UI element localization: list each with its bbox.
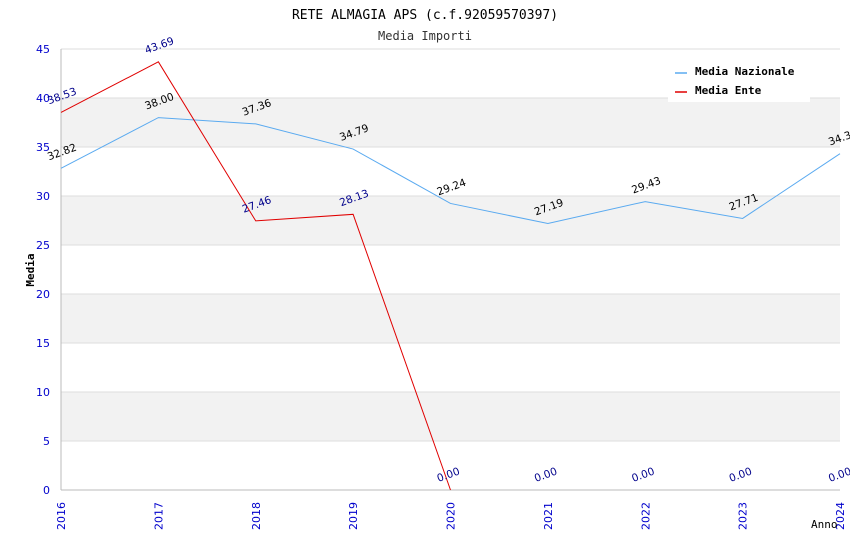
x-tick-label: 2019 (347, 502, 360, 530)
data-label: 0.00 (533, 466, 559, 485)
y-tick-labels: 0 5 10 15 20 25 30 35 40 45 (36, 43, 50, 497)
y-tick-label: 30 (36, 190, 50, 203)
series-line-nazionale (60, 117, 841, 225)
series-lines (60, 61, 841, 491)
y-tick-label: 15 (36, 337, 50, 350)
x-tick-label: 2016 (55, 502, 68, 530)
x-tick-label: 2024 (834, 502, 847, 530)
y-tick-label: 45 (36, 43, 50, 56)
legend-background (668, 58, 810, 102)
y-tick-label: 35 (36, 141, 50, 154)
chart-subtitle: Media Importi (378, 29, 472, 43)
data-label: 0.00 (827, 466, 850, 485)
y-tick-label: 25 (36, 239, 50, 252)
x-tick-label: 2022 (639, 502, 652, 530)
series-line-ente (60, 61, 451, 491)
grid-lines (61, 48, 840, 491)
x-tick-label: 2023 (737, 502, 750, 530)
plot-bands (61, 98, 840, 441)
x-axis-label: Anno (811, 518, 838, 531)
data-label: 29.24 (435, 177, 468, 199)
data-label: 0.00 (728, 466, 754, 485)
y-tick-label: 20 (36, 288, 50, 301)
data-label: 29.43 (630, 175, 662, 197)
y-axis-label: Media (24, 253, 37, 286)
y-tick-label: 5 (43, 435, 50, 448)
y-tick-label: 40 (36, 92, 50, 105)
data-label: 0.00 (435, 466, 461, 485)
legend-label-nazionale: Media Nazionale (695, 65, 795, 78)
grid-band (61, 294, 840, 343)
y-tick-label: 0 (43, 484, 50, 497)
grid-band (61, 196, 840, 245)
grid-band (61, 98, 840, 147)
x-tick-label: 2021 (542, 502, 555, 530)
legend-label-ente: Media Ente (695, 84, 762, 97)
x-tick-label: 2017 (152, 502, 165, 530)
legend: Media Nazionale Media Ente (668, 58, 810, 102)
x-tick-labels: 2016 2017 2018 2019 2020 2021 2022 2023 2024 (55, 502, 847, 530)
grid-band (61, 392, 840, 441)
x-tick-label: 2020 (445, 502, 458, 530)
y-tick-label: 10 (36, 386, 50, 399)
data-label: 43.69 (143, 35, 175, 57)
chart-title: RETE ALMAGIA APS (c.f.92059570397) (292, 8, 558, 23)
x-tick-label: 2018 (250, 502, 263, 530)
data-label: 0.00 (630, 466, 656, 485)
